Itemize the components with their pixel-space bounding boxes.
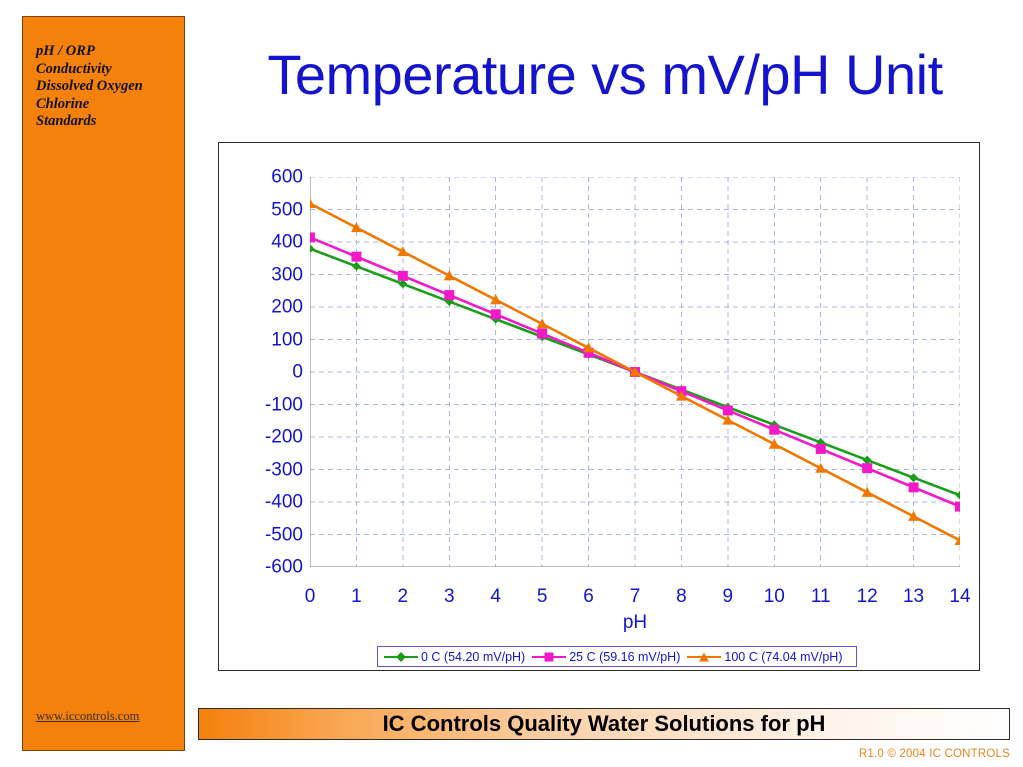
x-axis-tick-label: 6 — [583, 586, 594, 607]
x-axis-tick-label: 7 — [629, 586, 641, 607]
y-axis-tick-label: 100 — [271, 329, 303, 350]
y-axis-tick-label: -200 — [264, 426, 303, 448]
x-axis-tick-label: 5 — [536, 586, 548, 607]
chart-plot-area — [310, 177, 960, 567]
y-axis-tick-labels: 600 500 400 300 200 100 0 -100 -200 -300 -400 -500 -… — [239, 168, 303, 577]
footer-banner-text: IC Controls Quality Water Solutions for … — [382, 711, 826, 736]
footer-banner: IC Controls Quality Water Solutions for … — [198, 708, 1010, 740]
sidebar-item-chlorine: Chlorine — [36, 95, 90, 112]
x-axis-tick-label: 3 — [443, 586, 455, 607]
sidebar-item-ph-orp: pH / ORP — [36, 43, 95, 59]
x-axis-tick-label: 0 — [304, 586, 316, 607]
y-axis-tick-label: 200 — [271, 296, 303, 318]
website-link[interactable]: www.iccontrols.com — [36, 709, 140, 723]
chart-svg — [310, 177, 960, 567]
y-axis-tick-label: 400 — [271, 231, 303, 253]
legend-entry: 25 C (59.16 mV/pH) — [532, 650, 687, 664]
x-axis-tick-label: 4 — [490, 586, 501, 607]
sidebar-item-dissolved-oxygen: Dissolved Oxygen — [36, 78, 143, 94]
x-axis-tick-label: 14 — [949, 586, 971, 607]
page-title: Temperature vs mV/pH Unit — [267, 43, 943, 106]
y-axis-tick-label: -300 — [264, 459, 303, 480]
copyright-text: R1.0 © 2004 IC CONTROLS — [858, 748, 1010, 760]
legend-label: 100 C (74.04 mV/pH) — [724, 649, 843, 664]
x-axis-title: pH — [622, 612, 648, 633]
y-axis-tick-label: 0 — [292, 361, 303, 383]
x-axis-tick-label: 8 — [676, 586, 687, 607]
x-axis-tick-label: 9 — [722, 586, 734, 607]
legend-label: 0 C (54.20 mV/pH) — [421, 649, 526, 664]
chart-legend: 0 C (54.20 mV/pH) 25 C (59.16 mV/pH) 100 C… — [377, 646, 857, 667]
x-axis-tick-labels: 0 1 2 3 4 5 6 7 8 9 10 11 12 13 14 — [305, 577, 971, 607]
y-axis-tick-label: -600 — [264, 556, 303, 578]
x-axis-tick-label: 2 — [397, 586, 409, 607]
x-axis-tick-label: 13 — [902, 586, 925, 607]
sidebar-panel: pH / ORP Conductivity Dissolved Oxygen C… — [22, 16, 185, 751]
legend-marker-square-icon — [532, 650, 567, 664]
sidebar-product-list: pH / ORP Conductivity Dissolved Oxygen C… — [36, 43, 181, 131]
x-axis-tick-label: 10 — [763, 586, 785, 607]
y-axis-tick-label: -400 — [264, 491, 303, 513]
legend-marker-diamond-icon — [384, 650, 418, 664]
y-axis-tick-label: 300 — [271, 264, 303, 285]
y-axis-tick-label: 500 — [271, 199, 303, 220]
legend-entry: 100 C (74.04 mV/pH) — [687, 650, 849, 664]
legend-label: 25 C (59.16 mV/pH) — [569, 649, 681, 664]
x-axis-tick-label: 1 — [351, 586, 362, 607]
sidebar-item-standards: Standards — [36, 113, 97, 129]
chart-container: 600 500 400 300 200 100 0 -100 -200 -300 -400 -500-… — [218, 142, 980, 671]
y-axis-tick-label: -100 — [264, 394, 303, 415]
legend-marker-triangle-icon — [687, 650, 722, 664]
sidebar-item-conductivity: Conductivity — [36, 60, 112, 77]
legend-entry: 0 C (54.20 mV/pH) — [384, 650, 532, 664]
y-axis-tick-label: -500 — [264, 524, 303, 545]
x-axis-tick-label: 11 — [810, 586, 831, 607]
y-axis-tick-label: 600 — [271, 166, 303, 188]
x-axis-tick-label: 12 — [856, 586, 878, 607]
